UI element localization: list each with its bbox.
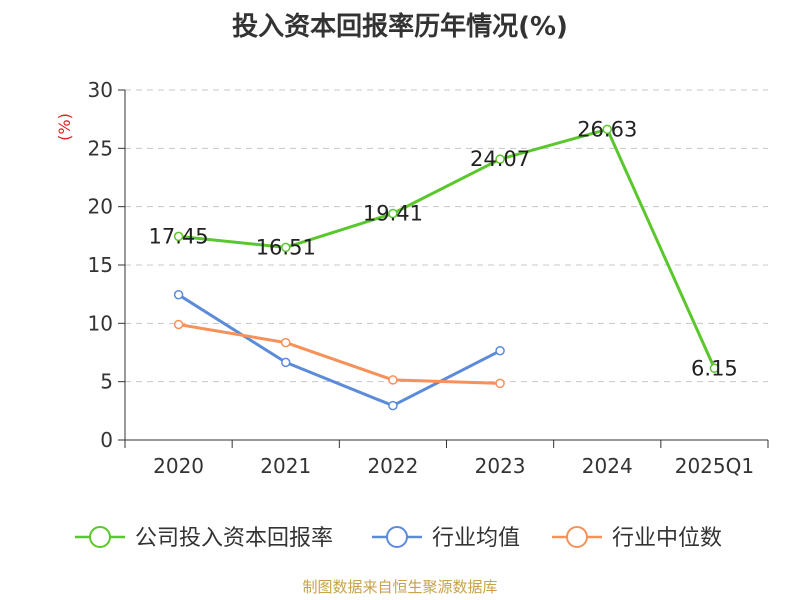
data-point [173,290,184,300]
data-point [388,208,398,219]
series-lines [173,124,720,411]
data-label: 19.41 [363,202,423,226]
data-label: 16.51 [256,235,316,259]
y-tick-label: 5 [100,370,113,394]
data-point [602,124,612,135]
x-tick-label: 2020 [153,454,204,478]
series-line-2 [177,323,502,385]
chart-title: 投入资本回报率历年情况(%) [232,12,568,42]
y-tick-label: 0 [100,428,113,452]
data-label: 6.15 [691,356,738,380]
legend-marker [566,526,588,548]
data-label: 26.63 [577,117,637,141]
axes: 0 5 10 15 20 25 30 2020 2021 2022 2023 2024 2025Q1 (%… [55,78,769,478]
legend-marker [386,526,408,548]
y-tick-label: 15 [88,253,113,277]
x-tick-label: 2023 [475,454,526,478]
x-tick-label: 2022 [367,454,418,478]
data-labels: 17.45 16.51 19.41 24.07 26.63 6.15 [149,117,738,380]
series-line-0 [177,127,716,370]
data-point [709,363,720,373]
y-axis-label: (%) [55,113,74,141]
legend-label: 公司投入资本回报率 [135,526,333,551]
data-point [495,346,505,356]
x-tick-label: 2021 [260,454,311,478]
data-point [495,154,505,164]
x-tick-label: 2025Q1 [675,454,754,478]
data-label: 17.45 [149,224,209,248]
y-tick-label: 10 [88,311,113,335]
legend-label: 行业均值 [432,526,520,551]
data-point [388,375,398,385]
data-point [388,400,398,411]
data-point [281,357,291,368]
data-point [281,242,291,253]
y-tick-label: 20 [88,195,113,219]
data-point [495,378,505,389]
grid-lines [125,89,768,383]
legend: 公司投入资本回报率 行业均值 行业中位数 [75,526,722,551]
source-note: 制图数据来自恒生聚源数据库 [302,578,498,596]
y-tick-label: 30 [88,78,113,102]
data-point [173,231,184,242]
data-label: 24.07 [470,147,530,171]
x-tick-label: 2024 [582,454,633,478]
legend-marker [89,526,111,548]
y-tick-label: 25 [88,136,113,160]
data-point [173,319,184,330]
legend-label: 行业中位数 [612,526,722,551]
data-point [281,337,291,348]
series-line-1 [177,293,502,408]
